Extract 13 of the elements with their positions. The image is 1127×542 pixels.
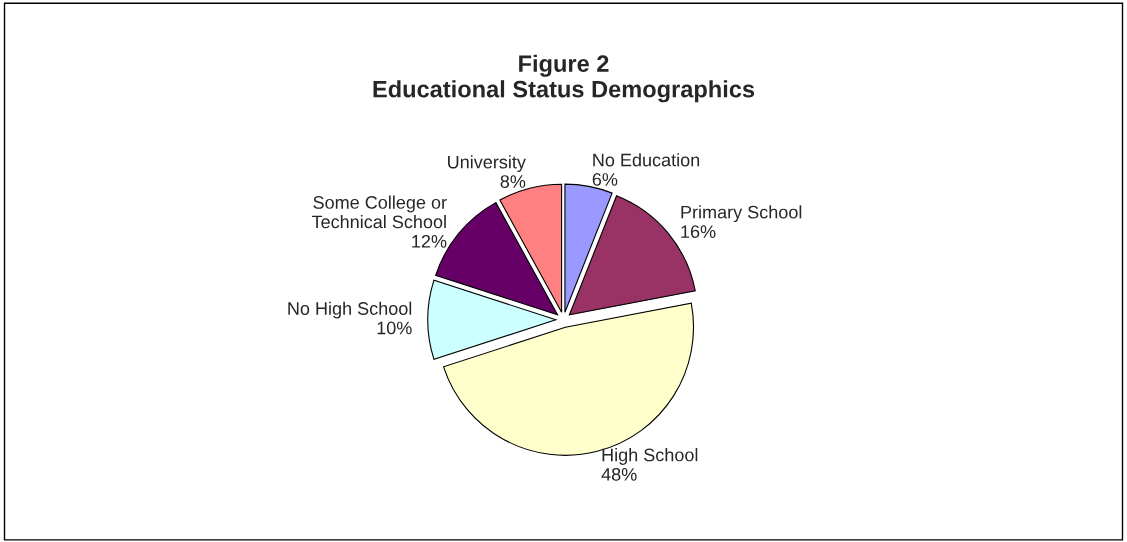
- slice-label: Some College or Technical School: [311, 195, 447, 229]
- data-label: 10%: [377, 321, 412, 335]
- slice-label: High School: [602, 448, 698, 465]
- data-label: 8%: [500, 175, 526, 188]
- slice-label: No Education: [593, 153, 700, 167]
- data-label: 16%: [681, 225, 716, 238]
- data-label: 48%: [601, 467, 637, 481]
- slice-label: University: [448, 155, 526, 173]
- data-label: 12%: [412, 234, 447, 248]
- data-label: 6%: [592, 173, 618, 186]
- chart-title: Figure 2 Educational Status Demographics: [373, 54, 755, 103]
- slice-label: Primary School: [681, 205, 802, 223]
- slice-label: No High School: [288, 301, 412, 319]
